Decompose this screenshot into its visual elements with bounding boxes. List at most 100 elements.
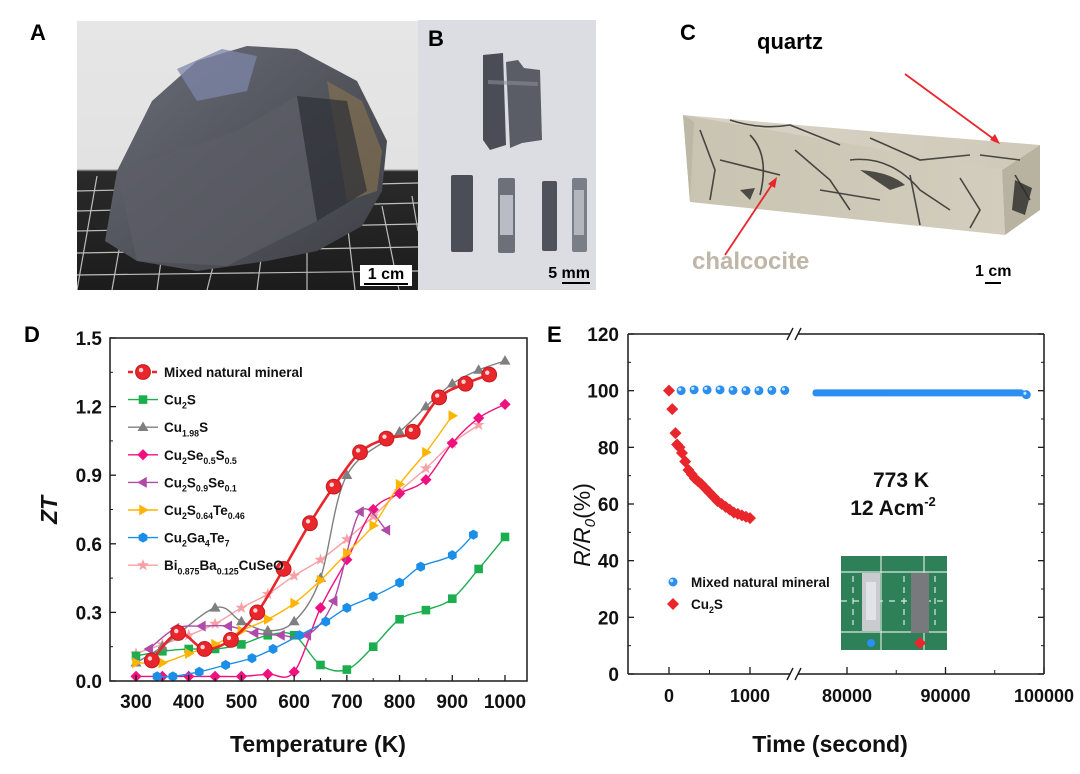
- zt-point-cu2ga4te7: [468, 529, 478, 540]
- zt-point-mixed: [170, 625, 187, 641]
- resistance-point-mixed: [728, 385, 738, 395]
- inset-red-diamond-icon: [914, 637, 926, 649]
- zt-point-cu2se05s05: [262, 668, 274, 680]
- zt-legend-label-cu2ga4te7-part: 7: [225, 539, 230, 549]
- resistance-point-mixed: [741, 386, 751, 396]
- resistance-point-mixed: [1021, 390, 1031, 400]
- resistance-legend-item-mixed: Mixed natural mineral: [668, 575, 830, 590]
- legend-marker-cu198s-icon: [137, 421, 149, 431]
- zt-legend-label-bibacuseo-part: 0.125: [217, 566, 239, 576]
- zt-point-cu2ga4te7: [416, 561, 426, 572]
- zt-point-cu198s: [235, 615, 247, 626]
- resistance-point-cu2s: [723, 503, 736, 516]
- zt-x-tick-label: 300: [120, 692, 152, 713]
- zt-series-cu2s064te046: [132, 410, 459, 669]
- resistance-y-tick-label: 120: [587, 325, 619, 346]
- resistance-x-tick-label: 90000: [920, 686, 970, 706]
- resistance-point-cu2s: [695, 478, 708, 491]
- zt-point-bibacuseo: [209, 617, 222, 629]
- zt-point-cu2s09se01: [301, 629, 312, 641]
- zt-point-cu2s064te046: [343, 547, 353, 559]
- zt-y-tick-label: 0.3: [76, 603, 102, 624]
- y-label-unit: (%): [569, 483, 595, 519]
- inset-cu2s-sample: [911, 573, 929, 633]
- zt-point-cu2ga4te7: [194, 666, 204, 677]
- zt-legend-label-cu2s09se01-part: Cu: [164, 475, 182, 490]
- resistance-point-cu2s: [666, 403, 679, 416]
- zt-legend-label-cu2se05s05: Cu2Se0.5S0.5: [164, 448, 237, 466]
- zt-x-tick-label: 900: [436, 692, 468, 713]
- resistance-legend-label-cu2s-part: 2: [709, 605, 714, 615]
- zt-legend-item-cu2se05s05: Cu2Se0.5S0.5: [128, 448, 237, 466]
- zt-point-cu2se05s05: [288, 666, 300, 678]
- zt-point-cu2s09se01: [143, 643, 153, 655]
- zt-series-cu2se05s05: [130, 398, 511, 683]
- zt-point-cu2s: [237, 640, 246, 649]
- zt-point-cu2s064te046: [184, 648, 195, 660]
- zt-point-mixed: [378, 430, 395, 447]
- sample-bar-3: [542, 181, 557, 251]
- resistance-y-tick-label: 0: [608, 665, 619, 686]
- zt-point-cu2s09se01: [327, 595, 338, 607]
- zt-legend-label-mixed: Mixed natural mineral: [164, 365, 303, 380]
- zt-legend-item-bibacuseo: Bi0.875Ba0.125CuSeO: [128, 558, 284, 576]
- zt-point-bibacuseo: [235, 601, 248, 613]
- zt-point-cu198s: [341, 469, 353, 479]
- current-density-value: 12 Acm: [850, 497, 924, 520]
- panel-label-c: C: [680, 20, 696, 45]
- zt-point-cu198s: [262, 624, 274, 635]
- zt-point-mixed: [302, 515, 318, 532]
- resistance-x-tick-label: 80000: [822, 686, 872, 706]
- current-density-exponent: -2: [924, 494, 936, 509]
- resistance-point-cu2s: [703, 486, 716, 499]
- zt-point-bibacuseo: [314, 553, 327, 565]
- zt-point-cu198s: [473, 364, 485, 374]
- zt-point-cu2se05s05: [499, 398, 511, 410]
- zt-legend-label-cu198s-part: 1.98: [182, 428, 199, 438]
- resistance-series-cu2s: [663, 384, 756, 525]
- resistance-legend-item-cu2s: Cu2S: [667, 597, 723, 615]
- rock-photo-drawing: [77, 21, 418, 290]
- zt-x-tick-label: 700: [331, 692, 363, 713]
- zt-legend-label-cu2se05s05-part: 0.5: [225, 456, 237, 466]
- zt-point-cu198s: [394, 426, 406, 436]
- zt-point-cu2ga4te7: [247, 653, 257, 664]
- zt-point-cu2se05s05: [367, 503, 379, 516]
- axis-break-icon: [786, 327, 794, 341]
- zt-point-cu2s: [368, 642, 378, 651]
- zt-point-cu2s064te046: [290, 597, 300, 609]
- zt-point-cu2s064te046: [369, 520, 379, 532]
- zt-x-tick-label: 800: [384, 692, 416, 713]
- resistance-point-mixed: [767, 385, 777, 395]
- zt-point-cu2s: [263, 630, 273, 640]
- zt-point-bibacuseo: [472, 418, 485, 430]
- legend-marker-cu2ga4te7-icon: [138, 532, 148, 543]
- zt-point-cu198s: [446, 377, 458, 388]
- zt-series-cu2ga4te7: [152, 529, 478, 682]
- zt-point-cu2s09se01: [248, 627, 259, 639]
- zt-legend-label-bibacuseo-part: Ba: [199, 558, 217, 573]
- photo-mineral-rock: 1 cm: [77, 21, 418, 290]
- zt-y-axis-label: ZT: [36, 494, 62, 525]
- legend-marker-cu2se05s05-icon: [137, 449, 149, 461]
- zt-point-cu2s: [131, 651, 141, 661]
- resistance-x-tick-label: 0: [664, 686, 674, 706]
- zt-legend-label-cu2ga4te7-part: Cu: [164, 531, 182, 546]
- scale-bar-c-line: [985, 282, 1002, 284]
- zt-legend-label-cu2s064te046-part: 0.64: [196, 511, 213, 521]
- panel-label-b: B: [428, 26, 444, 51]
- zt-point-cu2s: [500, 532, 510, 542]
- zt-point-cu2ga4te7: [268, 643, 278, 655]
- zt-point-cu2s: [395, 614, 404, 624]
- scale-bar-a-text: 1 cm: [367, 266, 405, 283]
- legend-marker-bibacuseo-icon: [137, 558, 149, 571]
- quartz-label: quartz: [757, 29, 823, 54]
- zt-legend-label-cu2s064te046: Cu2S0.64Te0.46: [164, 503, 245, 521]
- chalcocite-label: chalcocite: [692, 248, 810, 275]
- zt-point-cu2s064te046: [132, 657, 142, 669]
- axis-break-icon: [794, 667, 802, 681]
- zt-legend-label-cu2s09se01-part: 2: [182, 483, 187, 493]
- zt-point-cu2s: [316, 660, 325, 670]
- zt-point-mixed: [275, 561, 292, 577]
- zt-point-mixed: [249, 604, 266, 621]
